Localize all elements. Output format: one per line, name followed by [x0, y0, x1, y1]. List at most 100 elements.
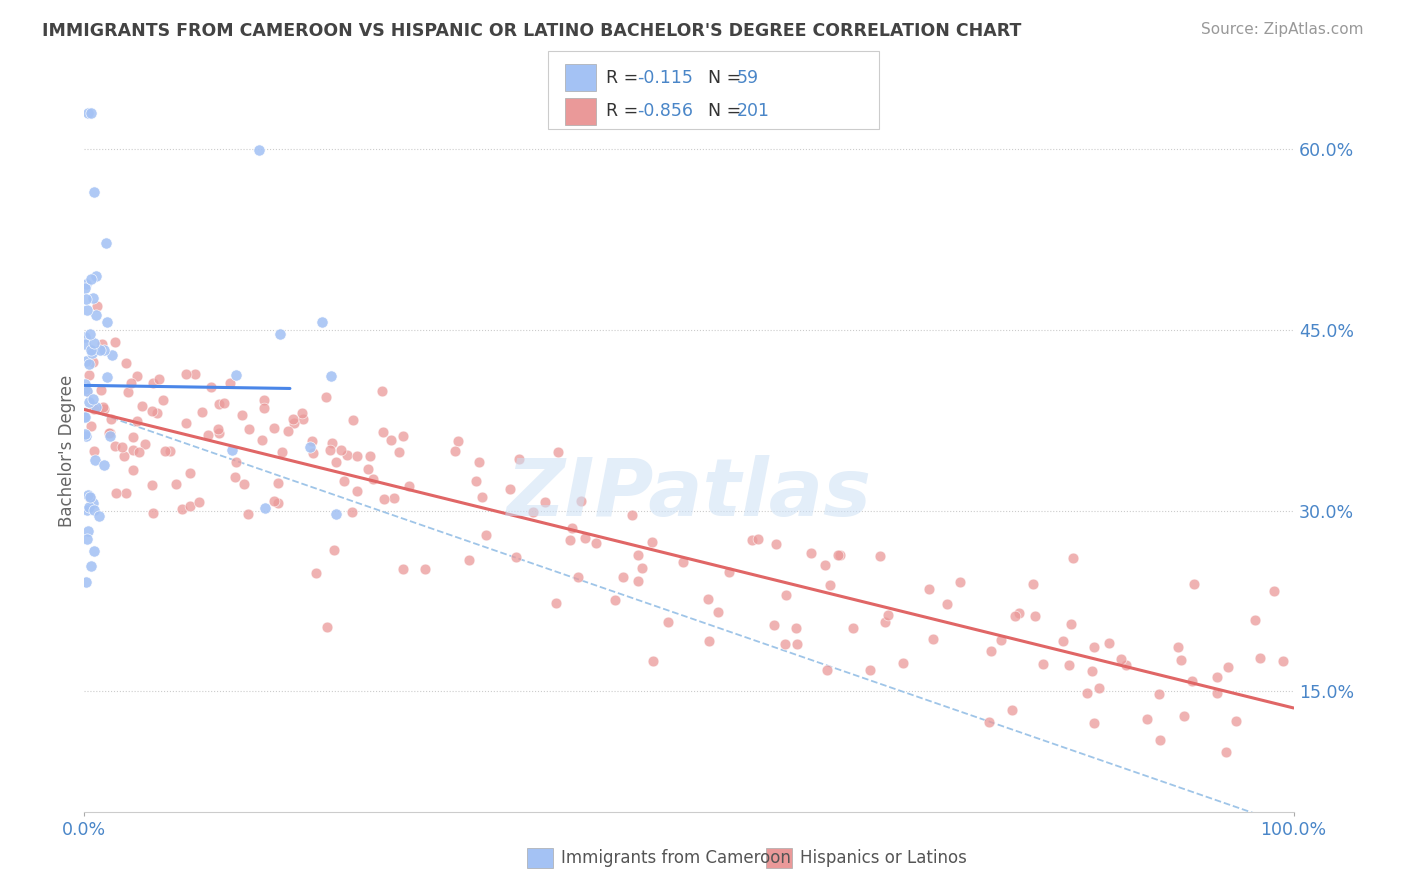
Point	[630, 561, 652, 575]
Point	[561, 520, 583, 534]
Point	[1115, 657, 1137, 672]
Point	[464, 474, 486, 488]
Point	[250, 434, 273, 448]
Point	[1059, 658, 1081, 673]
Point	[949, 574, 972, 589]
Point	[75, 429, 97, 443]
Point	[1271, 655, 1294, 669]
Point	[247, 143, 270, 157]
Point	[291, 406, 314, 420]
Point	[292, 412, 315, 426]
Point	[87, 509, 110, 524]
Point	[329, 442, 352, 457]
Point	[859, 663, 882, 677]
Point	[827, 548, 849, 562]
Point	[96, 235, 118, 250]
Point	[361, 472, 384, 486]
Point	[98, 425, 121, 440]
Point	[207, 422, 229, 436]
Point	[76, 384, 98, 398]
Point	[1024, 609, 1046, 624]
Point	[301, 434, 323, 448]
Point	[148, 371, 170, 385]
Point	[301, 446, 323, 460]
Point	[98, 425, 121, 440]
Point	[346, 483, 368, 498]
Point	[174, 368, 197, 382]
Point	[120, 376, 142, 391]
Text: R =: R =	[606, 69, 644, 87]
Point	[820, 578, 842, 592]
Point	[75, 354, 97, 368]
Point	[585, 536, 607, 550]
Point	[76, 384, 98, 398]
Text: Source: ZipAtlas.com: Source: ZipAtlas.com	[1201, 22, 1364, 37]
Point	[77, 368, 100, 382]
Text: -0.856: -0.856	[637, 103, 693, 120]
Point	[90, 383, 112, 397]
Point	[373, 491, 395, 506]
Point	[785, 621, 807, 635]
Point	[73, 337, 96, 351]
Point	[773, 636, 796, 650]
Point	[1173, 709, 1195, 723]
Point	[79, 418, 101, 433]
Point	[86, 299, 108, 313]
Point	[605, 592, 627, 607]
Point	[340, 505, 363, 519]
Point	[91, 400, 114, 414]
Point	[336, 448, 359, 462]
Point	[657, 615, 679, 629]
Point	[208, 425, 231, 440]
Point	[269, 326, 291, 341]
Point	[547, 445, 569, 459]
Point	[83, 401, 105, 416]
Point	[84, 401, 107, 415]
Point	[800, 546, 823, 560]
Point	[373, 425, 395, 439]
Text: IMMIGRANTS FROM CAMEROON VS HISPANIC OR LATINO BACHELOR'S DEGREE CORRELATION CHA: IMMIGRANTS FROM CAMEROON VS HISPANIC OR …	[42, 22, 1022, 40]
Point	[830, 549, 852, 563]
Point	[131, 399, 153, 413]
Point	[1216, 660, 1239, 674]
Point	[122, 463, 145, 477]
Point	[359, 449, 381, 463]
Text: Immigrants from Cameroon: Immigrants from Cameroon	[561, 849, 790, 867]
Point	[188, 495, 211, 509]
Point	[141, 404, 163, 418]
Point	[111, 440, 134, 454]
Point	[75, 277, 97, 292]
Point	[115, 486, 138, 500]
Point	[380, 434, 402, 448]
Point	[1149, 733, 1171, 747]
Point	[980, 644, 1002, 658]
Point	[717, 565, 740, 579]
Point	[105, 486, 128, 500]
Point	[191, 405, 214, 419]
Point	[93, 401, 115, 416]
Point	[77, 358, 100, 372]
Point	[741, 533, 763, 547]
Point	[814, 558, 837, 572]
Point	[1052, 634, 1074, 648]
Point	[1263, 583, 1285, 598]
Point	[1080, 664, 1102, 678]
Point	[283, 416, 305, 430]
Point	[522, 505, 544, 519]
Point	[1215, 744, 1237, 758]
Point	[1244, 613, 1267, 627]
Point	[83, 544, 105, 558]
Point	[80, 271, 103, 285]
Point	[1062, 550, 1084, 565]
Point	[775, 588, 797, 602]
Point	[263, 493, 285, 508]
Text: R =: R =	[606, 103, 644, 120]
Point	[101, 348, 124, 362]
Point	[697, 634, 720, 648]
Point	[311, 315, 333, 329]
Point	[165, 477, 187, 491]
Point	[179, 499, 201, 513]
Point	[73, 382, 96, 396]
Point	[96, 315, 118, 329]
Point	[571, 493, 593, 508]
